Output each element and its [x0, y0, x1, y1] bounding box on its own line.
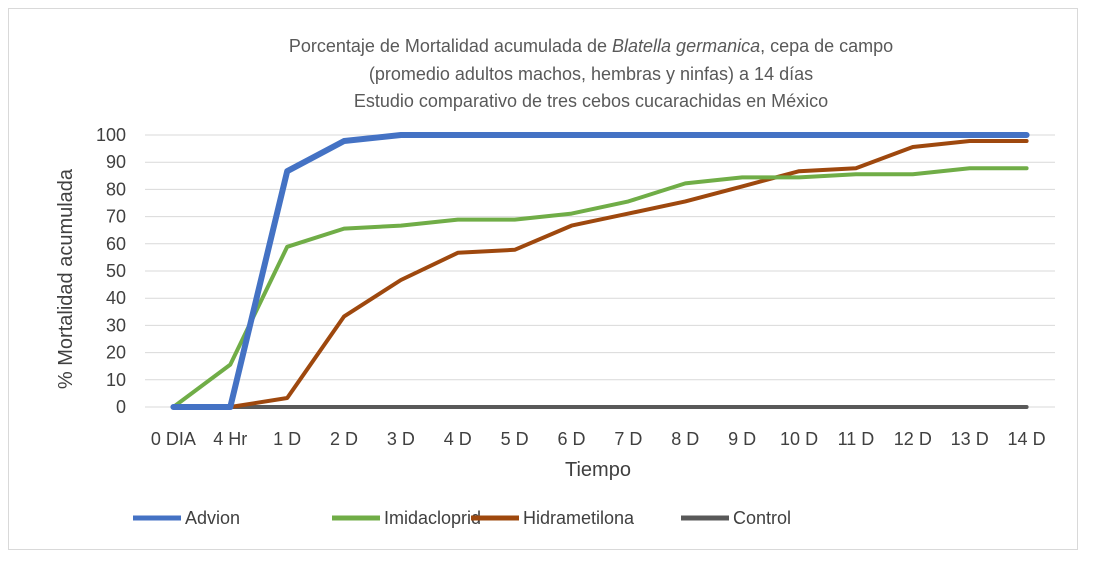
chart-area: Porcentaje de Mortalidad acumulada de Bl… — [8, 8, 1078, 550]
series-line-imidacloprid — [171, 166, 1029, 409]
y-tick-label: 40 — [106, 288, 126, 308]
x-tick-label: 5 D — [501, 429, 529, 449]
x-tick-label: 12 D — [894, 429, 932, 449]
y-axis-title: % Mortalidad acumulada — [55, 168, 77, 389]
x-axis-ticks: 0 DIA 4 Hr 1 D 2 D 3 D 4 D 5 D 6 D 7 D 8 D 9 D 10 D… — [151, 429, 1046, 449]
chart-title-line-1: Porcentaje de Mortalidad acumulada de Bl… — [289, 36, 893, 56]
x-tick-label: 9 D — [728, 429, 756, 449]
chart-title-line-3: Estudio comparativo de tres cebos cucara… — [354, 91, 828, 111]
x-tick-label: 0 DIA — [151, 429, 196, 449]
y-tick-label: 10 — [106, 370, 126, 390]
y-tick-label: 30 — [106, 315, 126, 335]
legend-label-advion: Advion — [185, 508, 240, 528]
line-chart: Porcentaje de Mortalidad acumulada de Bl… — [55, 36, 1055, 528]
x-tick-label: 4 Hr — [213, 429, 247, 449]
y-tick-label: 60 — [106, 234, 126, 254]
y-tick-label: 0 — [116, 397, 126, 417]
x-axis-title: Tiempo — [565, 459, 631, 481]
legend-label-control: Control — [733, 508, 791, 528]
x-tick-label: 10 D — [780, 429, 818, 449]
y-tick-label: 50 — [106, 261, 126, 281]
y-tick-label: 80 — [106, 179, 126, 199]
series-line-advion — [170, 132, 1030, 410]
x-tick-label: 2 D — [330, 429, 358, 449]
legend-label-imidacloprid: Imidacloprid — [384, 508, 481, 528]
legend: Advion Imidacloprid Hidrametilona Control — [133, 508, 791, 528]
chart-title-line-1-end: , cepa de campo — [760, 36, 893, 56]
x-tick-label: 14 D — [1008, 429, 1046, 449]
y-tick-label: 100 — [96, 125, 126, 145]
x-tick-label: 13 D — [951, 429, 989, 449]
gridlines — [145, 134, 1055, 408]
y-tick-label: 70 — [106, 207, 126, 227]
x-tick-label: 1 D — [273, 429, 301, 449]
x-tick-label: 6 D — [558, 429, 586, 449]
y-tick-label: 20 — [106, 343, 126, 363]
series-line-hidrametilona — [171, 139, 1029, 409]
chart-title-line-1-start: Porcentaje de Mortalidad acumulada de — [289, 36, 612, 56]
series-lines — [170, 132, 1030, 410]
chart-title-species: Blatella germanica — [612, 36, 760, 56]
chart-title-line-2: (promedio adultos machos, hembras y ninf… — [369, 64, 813, 84]
y-axis-ticks: 0 10 20 30 40 50 60 70 80 90 100 — [96, 125, 126, 417]
x-tick-label: 3 D — [387, 429, 415, 449]
x-tick-label: 7 D — [614, 429, 642, 449]
x-tick-label: 4 D — [444, 429, 472, 449]
legend-label-hidrametilona: Hidrametilona — [523, 508, 635, 528]
x-tick-label: 8 D — [671, 429, 699, 449]
x-tick-label: 11 D — [838, 429, 875, 449]
y-tick-label: 90 — [106, 152, 126, 172]
